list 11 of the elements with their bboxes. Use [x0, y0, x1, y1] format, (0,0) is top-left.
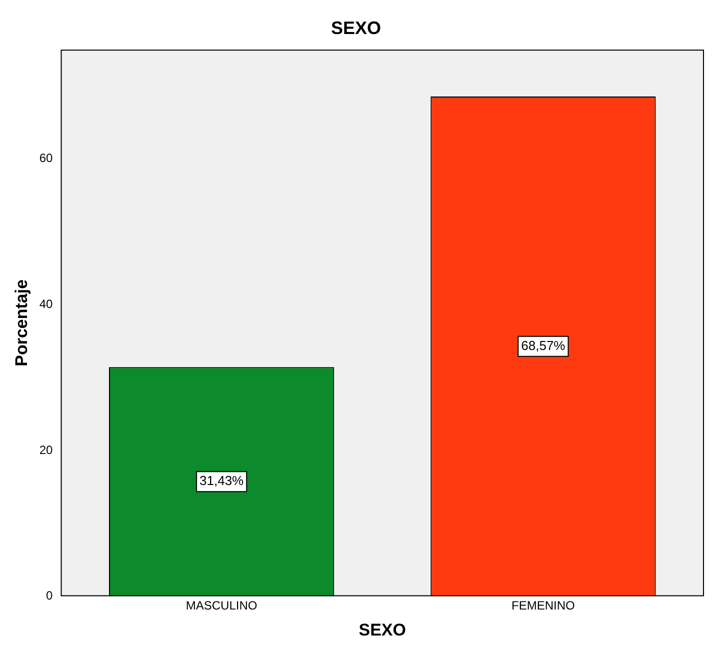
x-tick-label: MASCULINO: [186, 598, 258, 613]
y-tick-label: 60: [39, 151, 54, 166]
x-tick-label: FEMENINO: [512, 598, 575, 613]
y-axis-title: Porcentaje: [12, 279, 31, 366]
chart-title: SEXO: [330, 18, 382, 38]
y-tick-label: 0: [46, 588, 54, 603]
data-label: 31,43%: [200, 473, 244, 488]
data-label: 68,57%: [521, 338, 566, 353]
x-axis-title: SEXO: [358, 620, 406, 640]
y-tick-label: 20: [39, 442, 54, 457]
y-tick-label: 40: [39, 296, 54, 311]
